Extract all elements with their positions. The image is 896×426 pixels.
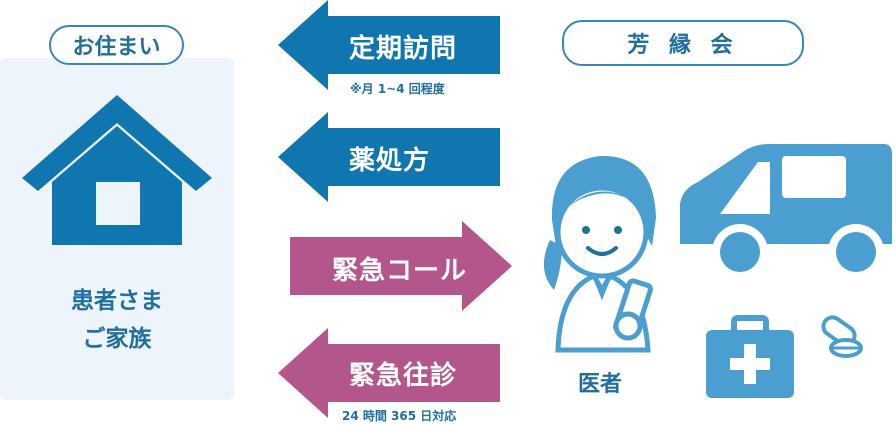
emergency-call-arrow (290, 221, 512, 311)
emergency-visit-label: 緊急往診 (349, 361, 458, 391)
prescription-label: 薬処方 (349, 146, 431, 176)
pills-icon (821, 315, 863, 358)
house-icon (22, 95, 212, 245)
emergency-visit-arrow (278, 328, 500, 418)
prescription-arrow (278, 112, 500, 202)
regular-visit-note: ※月 1~4 回程度 (350, 82, 445, 96)
doctor-label: 医者 (578, 372, 623, 397)
home-caption-line1: 患者さま (71, 288, 163, 314)
home-caption: 患者さま ご家族 (0, 282, 234, 358)
regular-visit-label: 定期訪問 (349, 34, 458, 64)
home-caption-line2: ご家族 (82, 326, 152, 352)
regular-visit-arrow (278, 0, 500, 90)
ambulance-icon (680, 144, 892, 280)
medical-kit-icon (706, 315, 794, 398)
emergency-visit-note: 24 時間 365 日対応 (342, 409, 457, 423)
organization-title: 芳 縁 会 (562, 20, 804, 66)
home-title: お住まい (49, 25, 184, 65)
doctor-icon (543, 155, 656, 353)
emergency-call-label: 緊急コール (332, 256, 468, 286)
